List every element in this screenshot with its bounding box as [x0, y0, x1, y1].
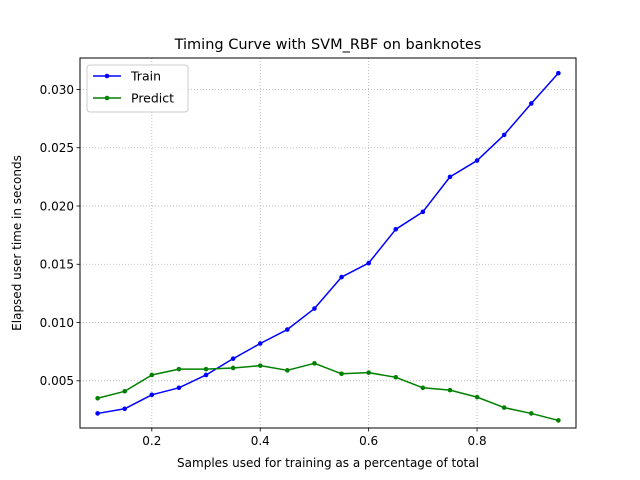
data-point-train	[556, 70, 561, 76]
y-tick-label: 0.025	[40, 141, 74, 155]
y-tick-label: 0.005	[40, 374, 74, 388]
x-tick-label: 0.4	[251, 434, 270, 448]
y-tick-label: 0.030	[40, 83, 74, 97]
series-line-predict	[97, 362, 559, 422]
data-point-train	[149, 392, 155, 398]
data-point-predict	[95, 395, 100, 401]
y-axis-ticks: 0.005 0.010 0.015 0.020 0.025 0.030	[40, 83, 80, 388]
data-point-predict	[366, 370, 371, 375]
data-point-predict	[501, 405, 507, 410]
x-tick-label: 0.2	[142, 434, 161, 448]
data-point-train	[122, 406, 128, 412]
data-point-predict	[393, 375, 399, 380]
x-axis-ticks: 0.2 0.4 0.6 0.8	[142, 428, 487, 448]
plot-frame	[79, 57, 577, 429]
data-point-train	[501, 132, 507, 138]
y-axis-label: Elapsed user time in seconds	[10, 155, 24, 331]
data-point-train	[257, 341, 263, 346]
series-line-train	[97, 72, 559, 415]
data-point-predict	[339, 371, 344, 377]
data-point-train	[339, 274, 344, 280]
y-tick-label: 0.015	[40, 258, 74, 272]
y-tick-label: 0.010	[40, 316, 74, 330]
legend-label-predict: Predict	[131, 91, 174, 106]
chart-title: Timing Curve with SVM_RBF on banknotes	[174, 37, 482, 53]
legend-marker-train	[104, 73, 110, 79]
data-point-predict	[312, 361, 317, 366]
data-point-train	[474, 158, 480, 163]
y-tick-label: 0.020	[40, 199, 74, 213]
data-point-train	[285, 327, 290, 332]
data-point-train	[176, 385, 182, 391]
data-point-predict	[420, 385, 426, 391]
data-point-predict	[447, 387, 453, 393]
data-point-predict	[122, 388, 128, 394]
data-point-predict	[556, 418, 561, 423]
data-point-train	[528, 101, 534, 106]
x-axis-label: Samples used for training as a percentag…	[177, 456, 479, 470]
legend: Train Predict	[86, 64, 189, 113]
data-point-train	[366, 260, 371, 266]
data-point-train	[393, 227, 399, 232]
series-layer	[95, 70, 561, 423]
data-point-predict	[257, 363, 263, 368]
x-tick-label: 0.8	[468, 434, 487, 448]
data-point-train	[95, 411, 100, 416]
legend-marker-predict	[104, 95, 110, 101]
data-point-train	[312, 306, 317, 311]
data-point-predict	[176, 366, 182, 372]
data-point-predict	[285, 368, 290, 373]
legend-label-train: Train	[130, 69, 161, 84]
data-point-train	[447, 174, 453, 180]
data-point-predict	[149, 372, 155, 378]
x-tick-label: 0.6	[359, 434, 378, 448]
data-point-train	[230, 356, 236, 361]
data-point-predict	[528, 411, 534, 416]
plot-area	[80, 58, 576, 428]
data-point-predict	[230, 365, 236, 371]
data-point-train	[420, 209, 426, 215]
data-point-train	[203, 372, 209, 378]
data-point-predict	[474, 394, 480, 400]
data-point-predict	[203, 366, 209, 372]
